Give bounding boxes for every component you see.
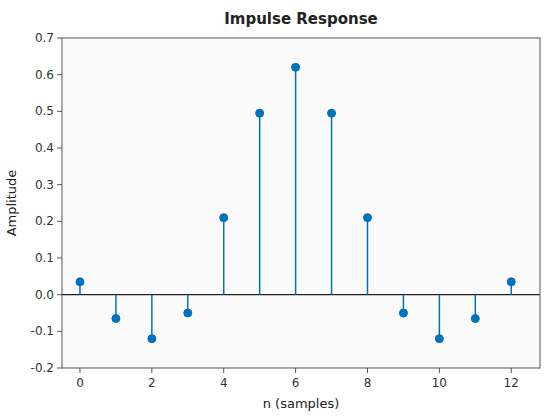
stem-marker: [112, 315, 120, 323]
y-axis-label: Amplitude: [4, 170, 19, 237]
x-tick-label: 6: [292, 376, 300, 390]
stem-marker: [148, 335, 156, 343]
x-tick-label: 4: [220, 376, 228, 390]
x-tick: [439, 368, 440, 373]
x-tick: [295, 368, 296, 373]
x-tick: [511, 368, 512, 373]
plot-background: [62, 38, 540, 368]
stem-line: [331, 113, 333, 295]
y-tick-label: -0.2: [31, 361, 54, 375]
y-tick: [57, 184, 62, 185]
y-tick-label: 0.0: [35, 288, 54, 302]
y-tick: [57, 38, 62, 39]
stem-marker: [184, 309, 192, 317]
x-tick: [79, 368, 80, 373]
y-tick: [57, 111, 62, 112]
y-tick: [57, 221, 62, 222]
stem-marker: [76, 278, 84, 286]
x-axis-label: n (samples): [263, 396, 340, 411]
y-tick-label: 0.5: [35, 104, 54, 118]
y-tick-label: 0.1: [35, 251, 54, 265]
x-tick-label: 2: [148, 376, 156, 390]
stem-line: [367, 218, 369, 295]
x-tick-label: 0: [76, 376, 84, 390]
y-tick: [57, 331, 62, 332]
y-tick: [57, 148, 62, 149]
stem-marker: [399, 309, 407, 317]
chart-container: -0.2 -0.1 0.0 0.1 0.2 0.3 0.4 0.5 0.6 0.7 0 2 4 6 8 10 1…: [0, 0, 560, 420]
x-tick-label: 10: [432, 376, 447, 390]
y-tick: [57, 258, 62, 259]
stem-marker: [471, 315, 479, 323]
chart-title: Impulse Response: [224, 10, 378, 28]
stem-marker: [328, 109, 336, 117]
y-tick-label: 0.4: [35, 141, 54, 155]
y-tick-label: 0.6: [35, 68, 54, 82]
stem-marker: [220, 214, 228, 222]
x-tick: [223, 368, 224, 373]
baseline: [62, 294, 540, 295]
stem-line: [223, 218, 225, 295]
x-tick-label: 12: [504, 376, 519, 390]
y-tick-label: -0.1: [31, 324, 54, 338]
axes: -0.2 -0.1 0.0 0.1 0.2 0.3 0.4 0.5 0.6 0.7 0 2 4 6 8 10 1…: [31, 31, 519, 390]
y-tick-label: 0.7: [35, 31, 54, 45]
x-tick: [367, 368, 368, 373]
plot-frame: [62, 38, 540, 368]
y-tick: [57, 368, 62, 369]
y-tick-label: 0.2: [35, 214, 54, 228]
stem-line: [151, 295, 153, 339]
x-tick-label: 8: [364, 376, 372, 390]
x-tick: [151, 368, 152, 373]
y-tick: [57, 294, 62, 295]
y-tick: [57, 74, 62, 75]
stem-marker: [292, 63, 300, 71]
stem-marker: [256, 109, 264, 117]
chart-svg: -0.2 -0.1 0.0 0.1 0.2 0.3 0.4 0.5 0.6 0.7 0 2 4 6 8 10 1…: [0, 0, 560, 420]
y-tick-label: 0.3: [35, 178, 54, 192]
stem-marker: [507, 278, 515, 286]
stem-line: [295, 67, 297, 294]
stem-marker: [363, 214, 371, 222]
stem-marker: [435, 335, 443, 343]
data-area: [62, 63, 540, 342]
stem-line: [259, 113, 261, 295]
stem-line: [439, 295, 441, 339]
